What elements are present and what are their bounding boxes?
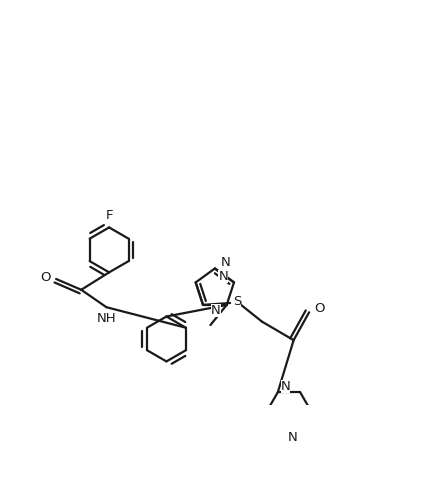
Text: O: O — [314, 302, 325, 315]
Text: N: N — [280, 380, 290, 393]
Text: NH: NH — [96, 312, 116, 326]
Text: N: N — [287, 430, 297, 443]
Text: F: F — [105, 209, 113, 222]
Text: O: O — [40, 270, 50, 283]
Text: N: N — [220, 256, 230, 269]
Text: S: S — [233, 295, 241, 308]
Text: N: N — [211, 304, 220, 317]
Text: N: N — [218, 270, 227, 283]
